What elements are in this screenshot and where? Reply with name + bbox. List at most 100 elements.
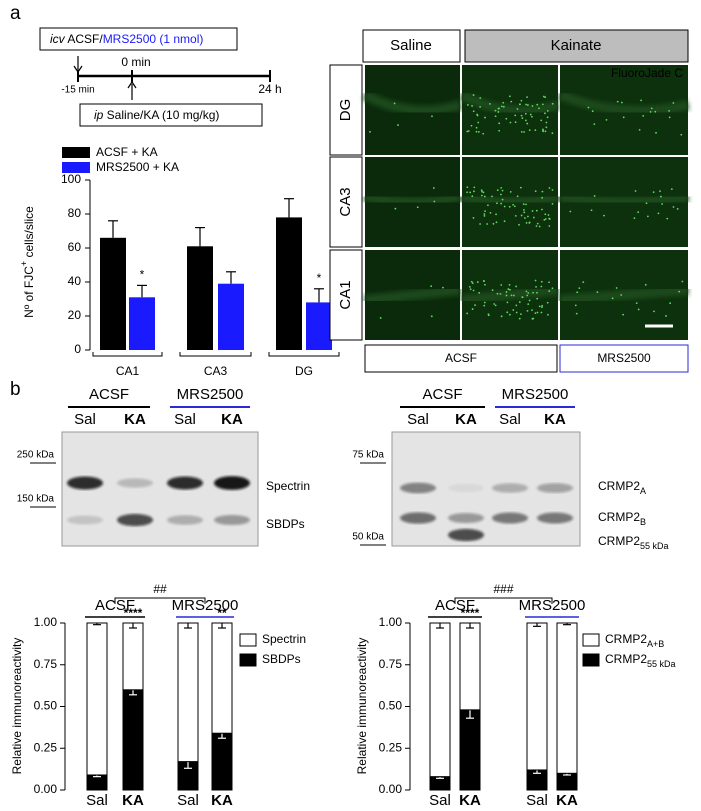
text-part: CRMP2 bbox=[598, 479, 640, 493]
fluorescent-cell bbox=[467, 130, 470, 132]
fluorescent-cell bbox=[541, 304, 544, 307]
legend-label: SBDPs bbox=[262, 652, 301, 666]
row-label: DG bbox=[337, 99, 354, 122]
fluorescent-cell bbox=[512, 309, 515, 311]
fluorescent-cell bbox=[660, 195, 662, 198]
fluorescent-cell bbox=[480, 194, 483, 197]
fluorescent-cell bbox=[531, 309, 533, 312]
legend-swatch bbox=[62, 147, 90, 158]
category-bracket bbox=[268, 352, 340, 357]
fluorescent-cell bbox=[527, 292, 530, 294]
fluorescent-cell bbox=[535, 225, 538, 227]
tissue-layer bbox=[559, 285, 689, 305]
fluorescent-cell bbox=[622, 313, 624, 316]
timeline-label: -15 min bbox=[61, 85, 94, 96]
lane-label: Sal bbox=[407, 411, 429, 428]
fluorescent-cell bbox=[481, 190, 483, 193]
fluorescent-cell bbox=[496, 202, 498, 205]
bar-segment bbox=[429, 622, 451, 778]
fluorescent-cell bbox=[540, 306, 543, 309]
fluorescent-cell bbox=[633, 217, 636, 219]
fluorescent-cell bbox=[536, 103, 539, 106]
fluorescent-cell bbox=[502, 101, 505, 104]
fluorescent-cell bbox=[646, 215, 649, 218]
fluorescent-cell bbox=[496, 292, 499, 295]
fluorescent-cell bbox=[635, 302, 638, 305]
fluorescent-cell bbox=[543, 218, 546, 221]
significance: * bbox=[317, 271, 322, 285]
fluorescent-cell bbox=[508, 205, 511, 208]
fluorescent-cell bbox=[574, 304, 577, 307]
fluorescent-cell bbox=[506, 301, 509, 304]
fluorescent-cell bbox=[510, 100, 513, 103]
fluorescent-cell bbox=[518, 223, 520, 226]
row-label-box bbox=[329, 64, 363, 156]
fluorescent-cell bbox=[508, 95, 511, 98]
fluorescent-cell bbox=[520, 313, 522, 316]
fluorescent-cell bbox=[483, 304, 486, 307]
fluorescent-cell bbox=[672, 102, 675, 104]
bar-segment bbox=[526, 622, 548, 771]
legend-swatch bbox=[582, 633, 600, 647]
fluorescent-cell bbox=[468, 286, 471, 288]
y-tick-label: 0.75 bbox=[379, 657, 403, 671]
fluorescent-cell bbox=[505, 117, 508, 120]
fluorescent-cell bbox=[528, 221, 531, 224]
header-box bbox=[464, 29, 689, 63]
blot-band bbox=[67, 515, 103, 525]
fluorescent-cell bbox=[430, 285, 433, 288]
significance: * bbox=[140, 268, 145, 282]
fluorescent-cell bbox=[500, 284, 503, 286]
fluorescent-cell bbox=[593, 123, 596, 126]
fluorescent-cell bbox=[479, 223, 482, 225]
fluorescent-cell bbox=[502, 105, 505, 108]
fluorescent-cell bbox=[534, 279, 537, 282]
fluorescent-cell bbox=[524, 112, 527, 115]
comparison-label: ## bbox=[153, 582, 167, 596]
bar-segment bbox=[459, 622, 481, 711]
fluorescent-cell bbox=[494, 115, 497, 118]
fluorescent-cell bbox=[541, 208, 543, 211]
fluorescent-cell bbox=[644, 283, 647, 286]
legend-swatch bbox=[239, 633, 257, 647]
fluorescent-cell bbox=[524, 217, 526, 219]
fluorescent-cell bbox=[499, 292, 502, 295]
fluorescent-cell bbox=[518, 301, 521, 303]
text-part: Saline/KA (10 mg/kg) bbox=[103, 108, 219, 122]
legend-label: ACSF + KA bbox=[96, 145, 158, 159]
fluorescent-cell bbox=[478, 292, 481, 294]
y-tick-label: 0.00 bbox=[379, 782, 403, 796]
timeline-ip: ip Saline/KA (10 mg/kg) bbox=[94, 108, 219, 122]
fluorescent-cell bbox=[582, 281, 585, 284]
fluorescent-cell bbox=[470, 280, 473, 283]
text-part: Spectrin bbox=[266, 479, 310, 493]
fluorescent-cell bbox=[514, 214, 517, 217]
fluorescent-cell bbox=[487, 314, 490, 317]
text-part: Spectrin bbox=[262, 632, 306, 646]
text-part: ACSF/ bbox=[65, 32, 104, 46]
y-tick-label: 60 bbox=[68, 240, 82, 254]
y-axis-label: Relative immunoreactivity bbox=[355, 638, 369, 775]
fluorescent-cell bbox=[654, 110, 657, 113]
fluorescent-cell bbox=[432, 187, 435, 189]
timeline-icv: icv ACSF/MRS2500 (1 nmol) bbox=[50, 32, 203, 46]
stain-label: FluoroJade C bbox=[611, 66, 683, 80]
fluorescent-cell bbox=[521, 296, 524, 299]
fluorescent-cell bbox=[442, 286, 444, 289]
group-label: ACSF bbox=[89, 386, 129, 403]
legend-swatch bbox=[582, 653, 600, 667]
text-part: A bbox=[640, 486, 646, 496]
fluorescent-cell bbox=[472, 289, 475, 292]
fluorescent-cell bbox=[665, 315, 667, 317]
text-part: B bbox=[640, 517, 646, 527]
fluorescent-cell bbox=[495, 213, 497, 216]
fluorescent-cell bbox=[498, 129, 501, 132]
blot-band bbox=[448, 528, 484, 542]
fluorescent-cell bbox=[540, 119, 543, 122]
fluorescent-cell bbox=[467, 104, 469, 106]
fluorescent-cell bbox=[475, 130, 478, 133]
fluorescent-cell bbox=[466, 312, 469, 315]
fluorescent-cell bbox=[508, 283, 511, 286]
fluorescent-cell bbox=[470, 124, 473, 127]
